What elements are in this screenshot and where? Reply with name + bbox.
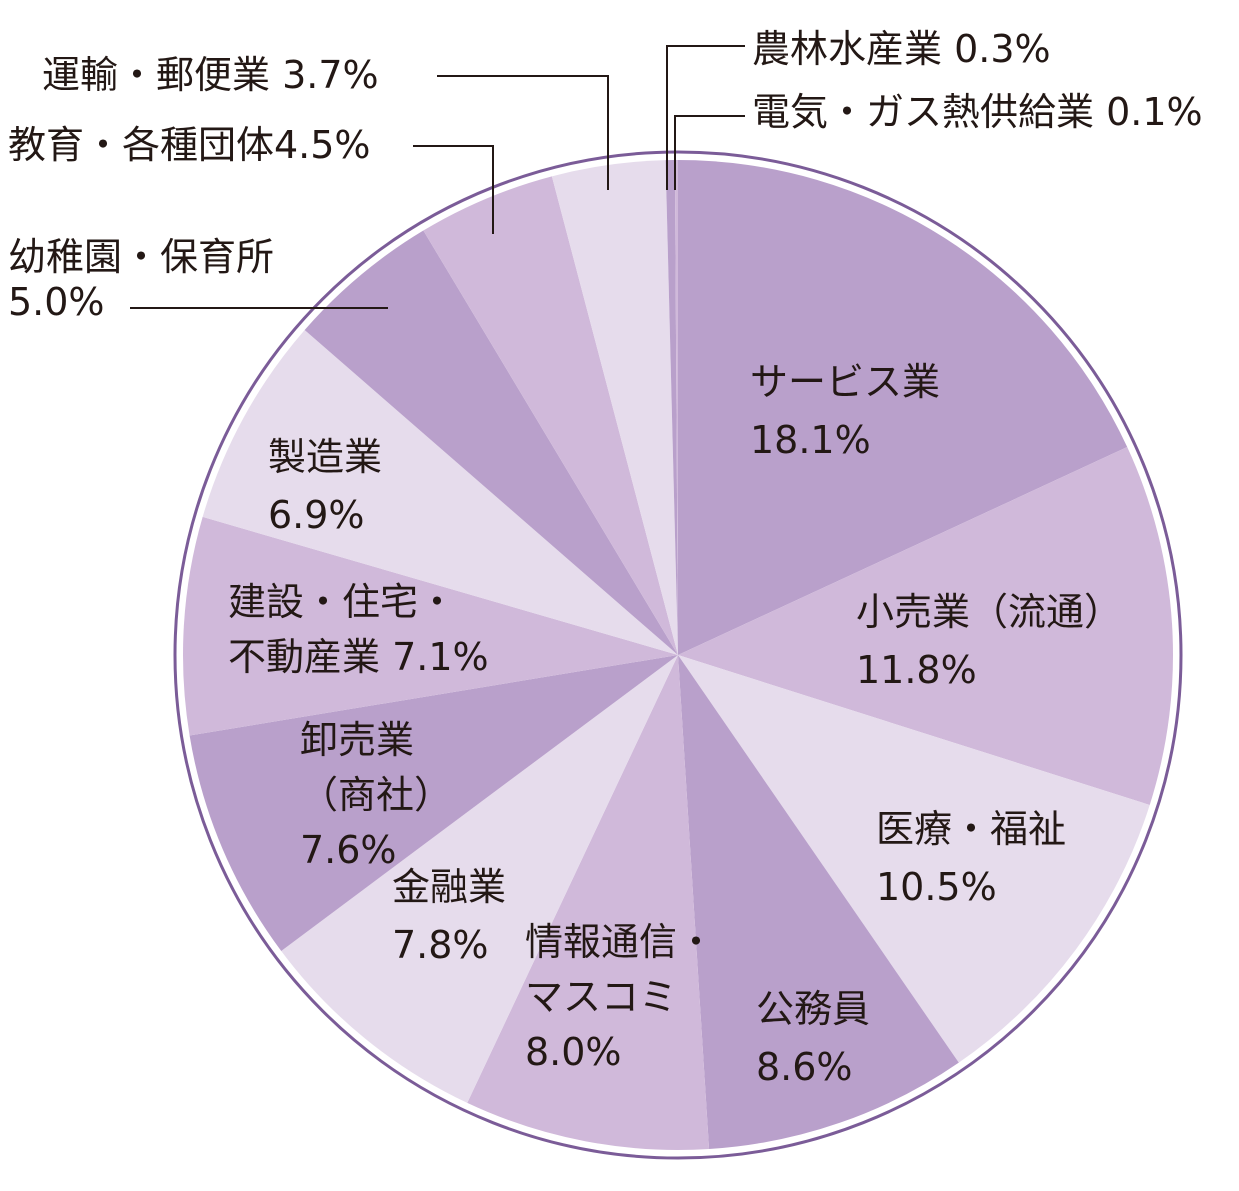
pie-outline xyxy=(173,150,1183,1160)
slice-サービス業 xyxy=(678,160,1128,655)
slice-label-情報通信・マスコミ: 情報通信・マスコミ 8.0% xyxy=(525,920,715,1074)
slice-label-line: 電気・ガス熱供給業 0.1% xyxy=(752,90,1203,134)
pie-slices xyxy=(182,160,1173,1150)
slice-label-line: 卸売業 xyxy=(300,718,414,762)
slice-label-line: 8.0% xyxy=(525,1030,622,1074)
slice-label-line: 小売業（流通） xyxy=(856,590,1122,634)
slice-医療・福祉 xyxy=(678,655,1150,1063)
slice-公務員 xyxy=(678,655,959,1150)
slice-label-卸売業-商社-: 卸売業 （商社） 7.6% xyxy=(300,718,452,872)
slice-label-幼稚園・保育所: 幼稚園・保育所 5.0% xyxy=(8,235,274,324)
slice-label-line: 11.8% xyxy=(856,648,977,692)
slice-label-line: 5.0% xyxy=(8,280,105,324)
slice-label-line: 10.5% xyxy=(876,865,997,909)
slice-label-line: 幼稚園・保育所 xyxy=(8,235,274,279)
slice-電気・ガス熱供給業 xyxy=(674,160,678,655)
leader-line-運輸・郵便業 xyxy=(437,75,609,190)
slice-label-line: 医療・福祉 xyxy=(876,807,1066,851)
slice-label-line: 公務員 xyxy=(756,987,870,1031)
slice-label-農林水産業: 農林水産業 0.3% xyxy=(752,27,1051,71)
slice-label-line: 運輸・郵便業 3.7% xyxy=(42,53,379,97)
slice-label-教育・各種団体: 教育・各種団体4.5% xyxy=(8,123,371,167)
leader-line-教育・各種団体 xyxy=(413,145,494,234)
slice-農林水産業 xyxy=(665,160,678,655)
slice-labels: サービス業 18.1% 小売業（流通） 11.8% 医療・福祉 10.5% 公務員 8.6% 情… xyxy=(8,27,1203,1089)
slice-label-公務員: 公務員 8.6% xyxy=(756,987,870,1089)
slice-label-line: 不動産業 7.1% xyxy=(228,635,489,679)
slice-label-line: マスコミ xyxy=(525,975,677,1019)
slice-label-建設・住宅・不動産業: 建設・住宅・不動産業 7.1% xyxy=(228,580,489,679)
leader-lines xyxy=(130,45,745,309)
slice-label-line: 製造業 xyxy=(268,435,382,479)
slice-label-line: 教育・各種団体4.5% xyxy=(8,123,371,167)
slice-label-金融業: 金融業 7.8% xyxy=(392,865,506,967)
slice-金融業 xyxy=(281,655,678,1103)
slice-情報通信・マスコミ xyxy=(467,655,710,1150)
slice-label-line: 8.6% xyxy=(756,1045,853,1089)
slice-label-line: （商社） xyxy=(300,773,452,817)
slice-製造業 xyxy=(202,329,678,655)
slice-幼稚園・保育所 xyxy=(304,230,678,656)
slice-label-製造業: 製造業 6.9% xyxy=(268,435,382,537)
slice-label-医療・福祉: 医療・福祉 10.5% xyxy=(876,807,1066,909)
slice-教育・各種団体 xyxy=(423,176,678,655)
slice-label-line: 7.8% xyxy=(392,923,489,967)
slice-建設・住宅・不動産業 xyxy=(182,516,678,736)
slice-label-運輸・郵便業: 運輸・郵便業 3.7% xyxy=(42,53,379,97)
slice-label-line: 建設・住宅・ xyxy=(228,580,456,624)
slice-label-line: 18.1% xyxy=(750,418,871,462)
slice-卸売業-商社- xyxy=(189,655,678,951)
slice-label-line: 農林水産業 0.3% xyxy=(752,27,1051,71)
leader-line-農林水産業 xyxy=(666,45,745,190)
slice-運輸・郵便業 xyxy=(551,160,678,656)
slice-label-line: サービス業 xyxy=(750,360,940,404)
slice-label-line: 6.9% xyxy=(268,493,365,537)
slice-小売業-流通- xyxy=(678,447,1173,806)
slice-label-line: 7.6% xyxy=(300,828,397,872)
leader-line-電気・ガス熱供給業 xyxy=(674,115,745,190)
slice-label-line: 情報通信・ xyxy=(525,920,715,964)
slice-label-小売業-流通-: 小売業（流通） 11.8% xyxy=(856,590,1122,692)
slice-label-電気・ガス熱供給業: 電気・ガス熱供給業 0.1% xyxy=(752,90,1203,134)
slice-label-サービス業: サービス業 18.1% xyxy=(750,360,940,462)
slice-label-line: 金融業 xyxy=(392,865,506,909)
